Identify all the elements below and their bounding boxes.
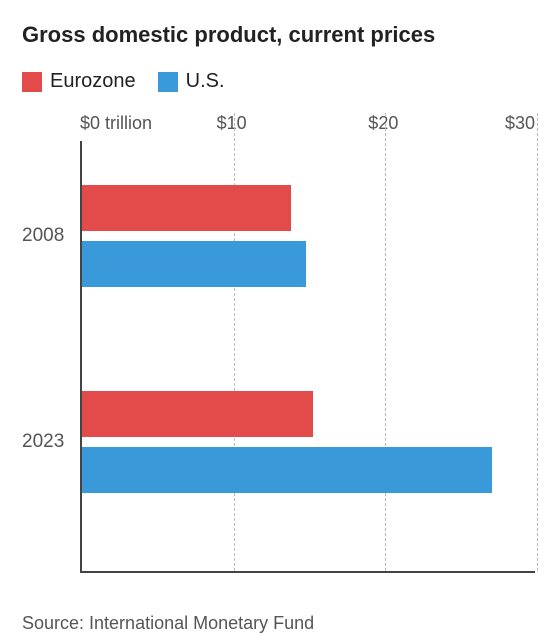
gridline-10 — [234, 113, 235, 571]
legend-item-eurozone: Eurozone — [22, 70, 136, 93]
x-tick-30: $30 — [505, 113, 535, 134]
x-tick-10: $10 — [217, 113, 247, 134]
source-attribution: Source: International Monetary Fund — [22, 613, 535, 634]
x-tick-20: $20 — [368, 113, 398, 134]
legend-item-us: U.S. — [158, 70, 225, 93]
legend-swatch-eurozone — [22, 72, 42, 92]
legend: Eurozone U.S. — [22, 70, 535, 93]
y-label-2023: 2023 — [22, 431, 64, 453]
chart-frame: $0 trillion $10 $20 $30 2008 2023 — [22, 113, 535, 603]
chart-container: Gross domestic product, current prices E… — [0, 0, 557, 634]
legend-label-eurozone: Eurozone — [50, 70, 136, 93]
bar-2023-eurozone — [82, 391, 313, 437]
bar-2008-eurozone — [82, 185, 291, 231]
legend-swatch-us — [158, 72, 178, 92]
gridline-20 — [385, 113, 386, 571]
bar-2023-us — [82, 447, 492, 493]
y-label-2008: 2008 — [22, 225, 64, 247]
gridline-30 — [537, 113, 538, 571]
plot-area — [80, 141, 535, 573]
chart-title: Gross domestic product, current prices — [22, 22, 535, 48]
legend-label-us: U.S. — [186, 70, 225, 93]
x-tick-0: $0 trillion — [80, 113, 152, 134]
bar-2008-us — [82, 241, 306, 287]
